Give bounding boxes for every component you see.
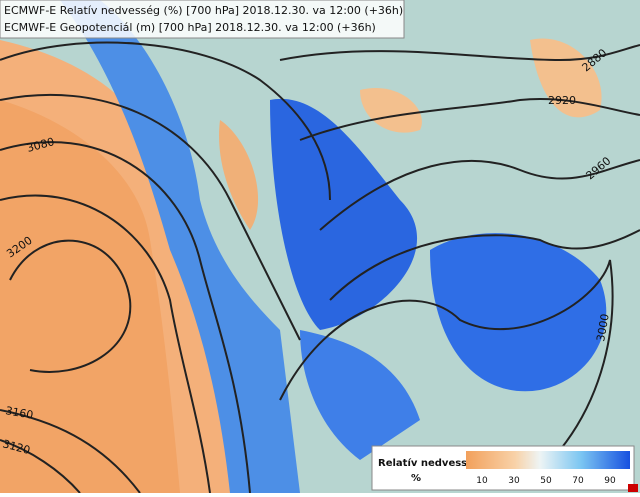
contour-label: 2920 xyxy=(548,94,576,107)
legend-tick-label: 10 xyxy=(476,476,488,486)
title-line: ECMWF-E Geopotenciál (m) [700 hPa] 2018.… xyxy=(4,21,376,34)
legend-title: Relatív nedvesség xyxy=(378,457,481,469)
legend: Relatív nedvesség % 10 30 50 70 90 xyxy=(371,445,635,491)
title-line: ECMWF-E Relatív nedvesség (%) [700 hPa] … xyxy=(4,4,403,17)
contour-label: 3000 xyxy=(594,313,612,343)
logo-mark xyxy=(628,484,638,492)
legend-tick-label: 90 xyxy=(604,476,616,486)
legend-tick-label: 70 xyxy=(572,476,584,486)
legend-unit: % xyxy=(411,473,421,484)
colorbar xyxy=(466,451,630,469)
legend-tick-label: 50 xyxy=(540,476,552,486)
geopotential-contours xyxy=(0,41,640,494)
title-box xyxy=(0,0,405,39)
legend-tick-label: 30 xyxy=(508,476,520,486)
contour-label: 3160 xyxy=(4,404,34,422)
